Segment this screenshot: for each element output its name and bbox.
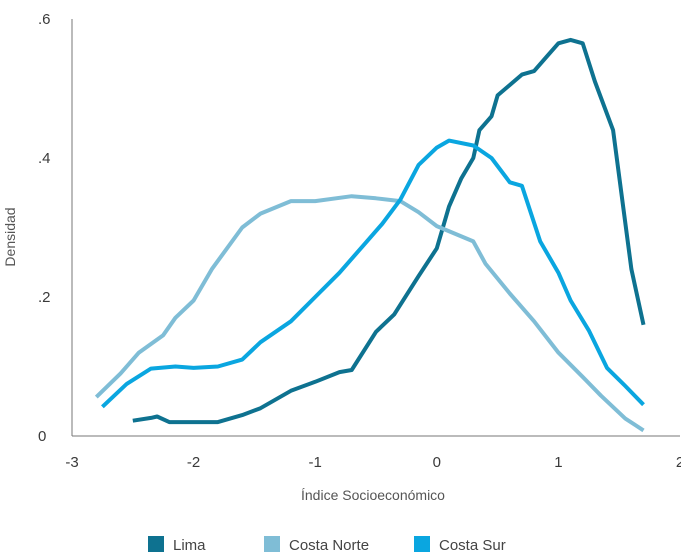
legend-label-lima: Lima xyxy=(173,537,206,554)
x-tick-label: -2 xyxy=(187,454,200,471)
x-tick-label: 1 xyxy=(554,454,562,471)
y-tick-labels: 0 .2 .4 .6 xyxy=(38,11,51,445)
legend-label-costa-sur: Costa Sur xyxy=(439,537,506,554)
x-tick-label: 2 xyxy=(676,454,681,471)
y-tick-label: .6 xyxy=(38,11,51,28)
series-line-lima xyxy=(132,37,646,425)
legend: Lima Costa Norte Costa Sur xyxy=(148,536,506,554)
x-tick-label: 0 xyxy=(433,454,441,471)
series-lines xyxy=(94,37,646,433)
y-tick-label: .4 xyxy=(38,150,51,167)
axes xyxy=(71,19,680,437)
y-tick-label: 0 xyxy=(38,428,46,445)
legend-swatch-lima xyxy=(148,536,164,552)
y-tick-label: .2 xyxy=(38,289,51,306)
x-tick-label: -3 xyxy=(65,454,78,471)
legend-label-costa-norte: Costa Norte xyxy=(289,537,369,554)
x-axis-title: Índice Socioeconómico xyxy=(301,487,445,503)
x-tick-labels: -3 -2 -1 0 1 2 xyxy=(65,454,681,471)
series-line-costa-sur xyxy=(101,138,645,409)
legend-swatch-costa-norte xyxy=(264,536,280,552)
x-tick-label: -1 xyxy=(309,454,322,471)
series-line-costa-norte xyxy=(94,194,645,433)
legend-swatch-costa-sur xyxy=(414,536,430,552)
y-axis-title: Densidad xyxy=(2,207,18,266)
